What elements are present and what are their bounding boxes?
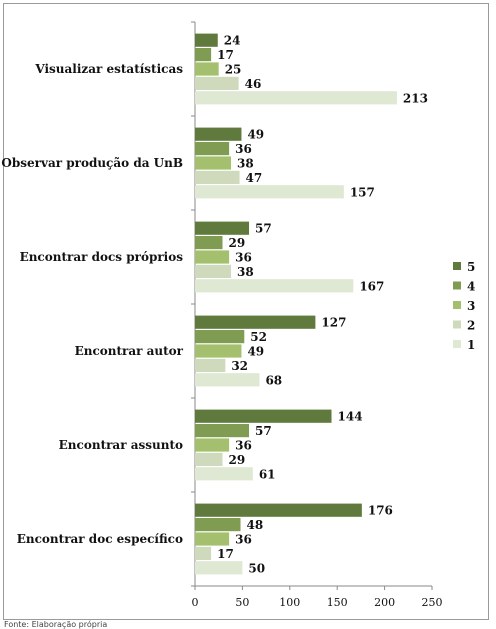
bar-value-label: 157: [350, 185, 375, 199]
bar-value-label: 176: [368, 504, 393, 518]
bar: [195, 409, 332, 423]
bar-value-label: 24: [224, 34, 241, 48]
bar: [195, 62, 219, 76]
x-tick-label: 200: [374, 596, 395, 609]
category-label: Encontrar docs próprios: [20, 250, 184, 264]
category-label: Observar produção da UnB: [1, 156, 183, 170]
bar-value-label: 36: [235, 439, 252, 453]
bar-value-label: 144: [338, 410, 363, 424]
bar-value-label: 36: [235, 533, 252, 547]
legend-label: 5: [467, 260, 475, 274]
legend-swatch: [453, 301, 461, 309]
bar-value-label: 127: [321, 316, 346, 330]
chart-frame: [3, 3, 489, 620]
bar: [195, 330, 245, 344]
bar-value-label: 36: [235, 251, 252, 265]
legend-swatch: [453, 340, 461, 348]
bar: [195, 48, 212, 62]
source-note: Fonte: Elaboração própria: [4, 620, 108, 629]
category-label: Encontrar autor: [75, 344, 184, 358]
bar: [195, 561, 243, 575]
bar-value-label: 68: [265, 373, 282, 387]
bar: [195, 236, 223, 250]
bar-value-label: 38: [237, 265, 254, 279]
bar: [195, 424, 250, 438]
bar: [195, 142, 230, 156]
bar-value-label: 52: [250, 330, 267, 344]
x-tick-label: 250: [422, 596, 443, 609]
bar-value-label: 29: [228, 453, 245, 467]
bar-value-label: 49: [247, 345, 264, 359]
bar: [195, 170, 240, 184]
legend-swatch: [453, 262, 461, 270]
bar: [195, 264, 232, 278]
bar: [195, 503, 362, 517]
legend-label: 1: [467, 338, 475, 352]
x-tick-label: 100: [279, 596, 300, 609]
bar-value-label: 213: [403, 91, 428, 105]
legend-swatch: [453, 281, 461, 290]
bar-value-label: 25: [225, 63, 242, 77]
bar-value-label: 32: [231, 359, 248, 373]
bar-value-label: 167: [359, 279, 384, 293]
bar-value-label: 46: [245, 77, 262, 91]
bar: [195, 344, 242, 358]
bar-value-label: 38: [237, 157, 254, 171]
bar: [195, 127, 242, 141]
bar-value-label: 61: [259, 467, 276, 481]
bar-value-label: 17: [217, 48, 234, 62]
bar-value-label: 57: [255, 424, 272, 438]
bar-value-label: 49: [247, 128, 264, 142]
bar: [195, 452, 223, 466]
x-tick-label: 50: [235, 596, 249, 609]
bar-value-label: 50: [248, 561, 265, 575]
bar-value-label: 29: [228, 236, 245, 250]
bar-value-label: 36: [235, 142, 252, 156]
x-tick-label: 0: [192, 596, 199, 609]
legend-label: 4: [467, 280, 475, 294]
bar-value-label: 17: [217, 547, 234, 561]
bar: [195, 250, 230, 264]
bar: [195, 438, 230, 452]
bar-value-label: 47: [246, 171, 263, 185]
bar: [195, 467, 253, 481]
category-label: Encontrar assunto: [59, 438, 183, 452]
bar: [195, 221, 250, 235]
bar: [195, 185, 344, 199]
bar: [195, 156, 232, 170]
bar: [195, 76, 239, 90]
bar: [195, 91, 397, 105]
bar: [195, 358, 226, 372]
bar: [195, 279, 354, 293]
category-label: Visualizar estatísticas: [34, 62, 183, 76]
bar: [195, 373, 260, 387]
legend-swatch: [453, 320, 461, 329]
x-tick-label: 150: [327, 596, 348, 609]
bar: [195, 33, 218, 47]
bar-value-label: 57: [255, 222, 272, 236]
category-label: Encontrar doc específico: [17, 532, 183, 546]
legend-label: 2: [467, 319, 475, 333]
bar: [195, 532, 230, 546]
legend-label: 3: [467, 299, 475, 313]
bar: [195, 546, 212, 560]
bar: [195, 518, 241, 532]
bar: [195, 315, 316, 329]
bar-value-label: 48: [247, 518, 264, 532]
